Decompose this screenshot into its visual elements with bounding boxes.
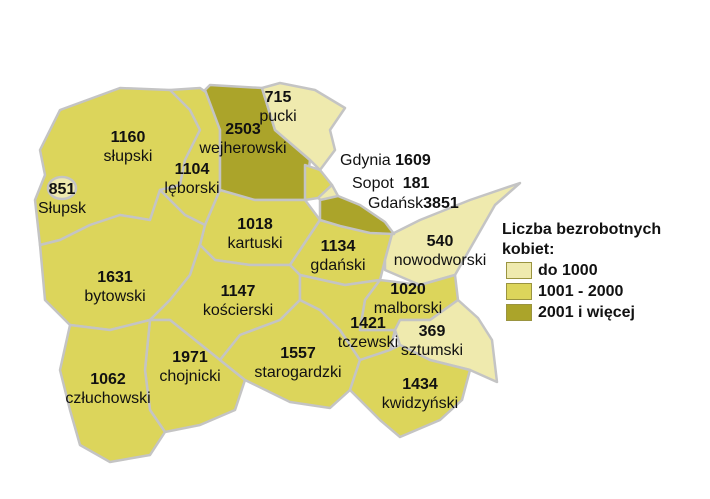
region-value: 540 bbox=[426, 233, 454, 250]
region-label-tczewski: 1421 tczewski bbox=[338, 314, 398, 352]
legend-title: Liczba bezrobotnych kobiet: bbox=[502, 221, 662, 258]
legend-label: 2001 i więcej bbox=[538, 303, 635, 321]
region-value: 1631 bbox=[97, 269, 133, 286]
region-tczewski bbox=[298, 273, 397, 362]
region-nowodworski bbox=[383, 181, 522, 287]
region-value: 1421 bbox=[350, 315, 386, 332]
region-name: pucki bbox=[259, 108, 297, 125]
city-label-gdansk: Gdańsk3851 bbox=[368, 195, 459, 212]
region-label-malborski: 1020 malborski bbox=[374, 280, 442, 318]
region-label-pucki: 715 pucki bbox=[259, 88, 296, 126]
region-name: wejherowski bbox=[199, 140, 287, 157]
city-label-gdynia: Gdynia 1609 bbox=[340, 152, 431, 169]
region-value: 1134 bbox=[320, 238, 356, 255]
region-name: lęborski bbox=[164, 180, 220, 197]
region-name: malborski bbox=[373, 300, 443, 317]
city-label-sopot: Sopot 181 bbox=[352, 175, 430, 192]
legend-item-mid: 1001 - 2000 bbox=[506, 281, 692, 302]
region-value: 1062 bbox=[90, 371, 126, 388]
region-name: sztumski bbox=[400, 342, 464, 359]
region-value: 1020 bbox=[390, 281, 426, 298]
region-name: Słupsk bbox=[37, 200, 87, 217]
region-value: 1557 bbox=[280, 345, 316, 362]
region-label-slupsk: 851 Słupsk bbox=[38, 180, 86, 218]
region-label-slupski: 1160 słupski bbox=[104, 128, 153, 166]
region-value: 1160 bbox=[110, 129, 146, 146]
legend: Liczba bezrobotnych kobiet: do 1000 1001… bbox=[502, 220, 692, 323]
region-name: kościerski bbox=[202, 302, 274, 319]
region-name: bytowski bbox=[84, 288, 146, 305]
region-label-sztumski: 369 sztumski bbox=[401, 322, 463, 360]
region-name: kartuski bbox=[227, 235, 283, 252]
region-label-gdanski: 1134 gdański bbox=[310, 237, 365, 275]
region-kwidzynski bbox=[348, 343, 472, 439]
legend-item-low: do 1000 bbox=[506, 260, 692, 281]
region-label-nowodworski: 540 nowodworski bbox=[394, 232, 486, 270]
legend-label: 1001 - 2000 bbox=[538, 282, 624, 300]
legend-swatch bbox=[506, 262, 532, 279]
region-pucki bbox=[260, 81, 347, 172]
region-label-chojnicki: 1971 chojnicki bbox=[159, 348, 220, 386]
region-value: 1104 bbox=[174, 161, 210, 178]
region-value: 715 bbox=[264, 89, 292, 106]
legend-item-high: 2001 i więcej bbox=[506, 302, 692, 323]
region-label-koscierski: 1147 kościerski bbox=[203, 282, 273, 320]
region-label-leborski: 1104 lęborski bbox=[164, 160, 219, 198]
region-gdansk bbox=[318, 194, 396, 236]
region-name: nowodworski bbox=[393, 252, 487, 269]
legend-label: do 1000 bbox=[538, 261, 598, 279]
legend-swatch bbox=[506, 283, 532, 300]
region-name: człuchowski bbox=[65, 390, 151, 407]
region-slupsk bbox=[46, 175, 78, 201]
region-value: 1434 bbox=[402, 376, 438, 393]
region-value: 1018 bbox=[237, 216, 273, 233]
region-label-wejherowski: 2503 wejherowski bbox=[199, 120, 286, 158]
region-label-czluchowski: 1062 człuchowski bbox=[65, 370, 150, 408]
region-value: 1971 bbox=[172, 349, 208, 366]
region-label-bytowski: 1631 bytowski bbox=[84, 268, 145, 306]
region-label-starogardzki: 1557 starogardzki bbox=[254, 344, 341, 382]
region-name: tczewski bbox=[337, 334, 399, 351]
region-value: 1147 bbox=[220, 283, 256, 300]
region-label-kartuski: 1018 kartuski bbox=[227, 215, 282, 253]
region-czluchowski bbox=[58, 318, 167, 464]
region-value: 851 bbox=[48, 181, 76, 198]
region-value: 369 bbox=[418, 323, 446, 340]
region-name: chojnicki bbox=[159, 368, 221, 385]
region-name: starogardzki bbox=[254, 364, 342, 381]
region-value: 2503 bbox=[225, 121, 261, 138]
region-name: kwidzyński bbox=[381, 395, 459, 412]
legend-swatch bbox=[506, 304, 532, 321]
region-name: gdański bbox=[310, 257, 366, 274]
region-label-kwidzynski: 1434 kwidzyński bbox=[382, 375, 458, 413]
region-name: słupski bbox=[103, 148, 153, 165]
